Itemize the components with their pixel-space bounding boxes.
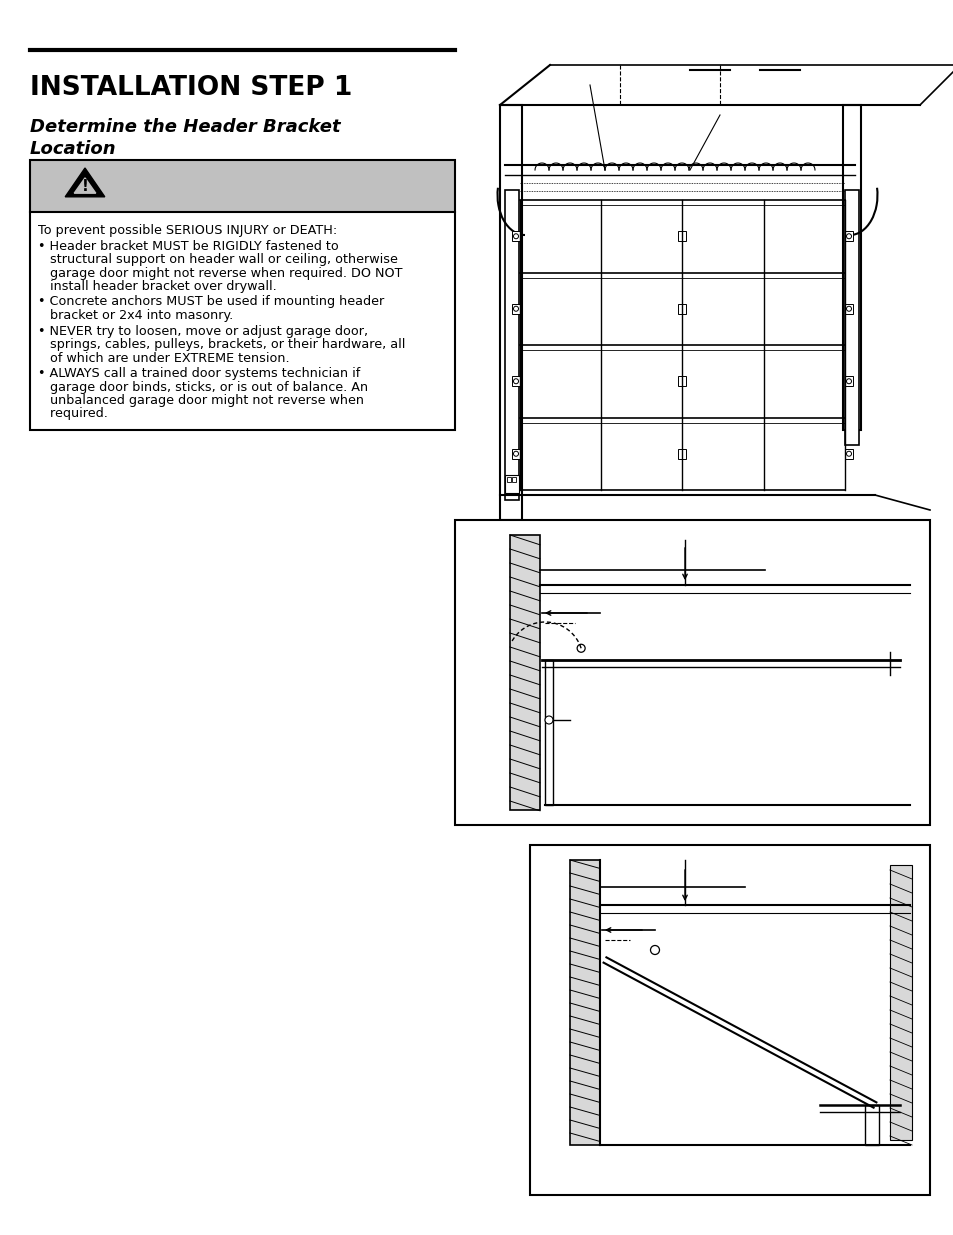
Text: structural support on header wall or ceiling, otherwise: structural support on header wall or cei… xyxy=(38,253,397,266)
Bar xyxy=(678,448,686,458)
Bar xyxy=(512,304,519,314)
Polygon shape xyxy=(74,178,95,193)
Bar xyxy=(512,377,519,387)
Bar xyxy=(569,860,599,1145)
Bar xyxy=(544,659,553,805)
Polygon shape xyxy=(65,168,105,196)
Text: required.: required. xyxy=(38,408,108,420)
Text: bracket or 2x4 into masonry.: bracket or 2x4 into masonry. xyxy=(38,309,233,322)
Bar xyxy=(504,190,518,500)
Bar xyxy=(842,105,861,430)
Bar xyxy=(512,231,519,241)
Text: • Header bracket MUST be RIGIDLY fastened to: • Header bracket MUST be RIGIDLY fastene… xyxy=(38,240,338,252)
Text: INSTALLATION STEP 1: INSTALLATION STEP 1 xyxy=(30,75,352,101)
Text: garage door binds, sticks, or is out of balance. An: garage door binds, sticks, or is out of … xyxy=(38,380,368,394)
Bar xyxy=(678,231,686,241)
Bar xyxy=(678,377,686,387)
Bar xyxy=(844,448,852,458)
Text: • Concrete anchors MUST be used if mounting header: • Concrete anchors MUST be used if mount… xyxy=(38,295,384,309)
Bar xyxy=(864,1105,878,1145)
Text: garage door might not reverse when required. DO NOT: garage door might not reverse when requi… xyxy=(38,267,402,279)
Bar xyxy=(30,212,455,430)
Text: • ALWAYS call a trained door systems technician if: • ALWAYS call a trained door systems tec… xyxy=(38,367,360,380)
Text: springs, cables, pulleys, brackets, or their hardware, all: springs, cables, pulleys, brackets, or t… xyxy=(38,338,405,351)
Bar xyxy=(512,477,516,482)
Bar xyxy=(506,477,511,482)
Bar xyxy=(678,304,686,314)
Bar xyxy=(844,304,852,314)
Bar xyxy=(889,864,911,1140)
Bar xyxy=(844,231,852,241)
Text: To prevent possible SERIOUS INJURY or DEATH:: To prevent possible SERIOUS INJURY or DE… xyxy=(38,224,337,237)
Bar xyxy=(499,105,521,520)
Text: install header bracket over drywall.: install header bracket over drywall. xyxy=(38,280,276,293)
Bar xyxy=(30,161,455,212)
Text: Location: Location xyxy=(30,140,116,158)
Bar xyxy=(530,845,929,1195)
Bar xyxy=(455,520,929,825)
Bar xyxy=(844,377,852,387)
Circle shape xyxy=(650,946,659,955)
Bar xyxy=(844,190,858,445)
Circle shape xyxy=(544,716,553,724)
Circle shape xyxy=(577,645,584,652)
Bar xyxy=(30,161,455,430)
Text: Determine the Header Bracket: Determine the Header Bracket xyxy=(30,119,340,136)
Bar xyxy=(510,535,539,810)
Text: • NEVER try to loosen, move or adjust garage door,: • NEVER try to loosen, move or adjust ga… xyxy=(38,325,368,337)
Text: unbalanced garage door might not reverse when: unbalanced garage door might not reverse… xyxy=(38,394,364,408)
Text: of which are under EXTREME tension.: of which are under EXTREME tension. xyxy=(38,352,290,364)
Text: !: ! xyxy=(81,179,89,194)
Bar xyxy=(504,475,518,493)
Bar xyxy=(512,448,519,458)
